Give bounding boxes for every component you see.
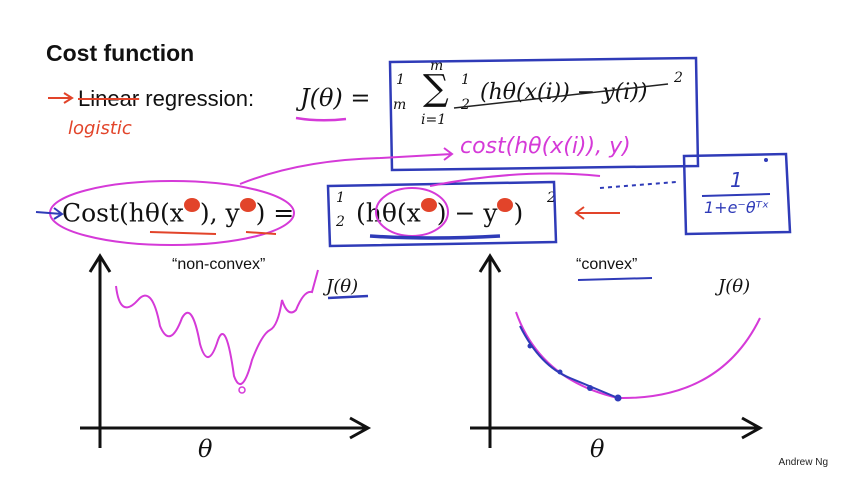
right-plot-ylabel: J(θ) [718,276,751,297]
cost-rhs-exponent: 2 [547,190,556,206]
blue-box-top [388,56,700,172]
half-fraction-numerator: 1 [461,72,470,88]
rhs-half-numerator: 1 [336,190,345,206]
red-left-arrow [574,206,620,220]
red-bullet-arrow [48,92,74,104]
jtheta-underline-left [327,294,369,300]
regression-heading: Linear regression: [78,86,254,112]
slide-title: Cost function [46,40,195,66]
left-x-arrowhead [349,416,372,440]
cost-lhs-b: ), y [199,198,240,228]
magenta-arc-rhs [429,172,601,187]
j-theta-equals: J(θ) = [300,84,371,112]
right-x-arrowhead [741,416,764,440]
cost-lhs-oval [49,180,295,246]
redacted-superscript-1 [183,198,200,212]
non-convex-curve [115,269,319,386]
magenta-arrow-to-cost [239,147,454,185]
redacted-superscript-4 [497,198,514,212]
gradient-descent-path [519,325,619,399]
dash-to-sigmoid [599,181,677,189]
convex-label: “convex” [576,256,638,273]
handwritten-logistic: logistic [68,118,132,139]
j-underline [295,116,347,122]
redacted-superscript-3 [420,198,437,212]
rhs-blue-box [326,180,558,248]
sigmoid-bar [701,193,771,197]
convex-curve [515,311,761,400]
left-plot-xlabel: θ [198,435,213,463]
sigmoid-numerator: 1 [730,168,743,192]
right-plot-xlabel: θ [590,435,605,463]
gd-step-3 [587,385,593,391]
cost-rhs-a: (hθ(x [356,198,421,228]
cost-rhs-c: ) [513,198,524,228]
gd-step-1 [527,343,533,349]
left-y-arrowhead [88,253,112,273]
convex-underline [577,277,653,281]
one-over-m-denominator: m [393,97,407,113]
blue-left-arrow [35,207,64,220]
half-fraction-denominator: 2 [461,97,470,113]
h-circle [375,187,449,237]
gd-step-4 [614,394,622,402]
sum-lower-limit: i=1 [421,112,447,128]
red-underline-2 [245,231,277,235]
one-over-m-numerator: 1 [396,72,405,88]
author-credit: Andrew Ng [778,457,828,468]
cost-rhs: (hθ(x ) − y) [356,198,523,227]
sum-symbol: ∑ [423,68,449,109]
sigmoid-denominator: 1+e⁻θᵀˣ [704,198,769,217]
gd-step-2 [557,369,563,375]
handwritten-cost-term: cost(hθ(x(i)), y) [460,134,631,159]
strike-line [453,83,669,109]
rhs-underline [369,234,501,240]
linear-struck-word: Linear [78,86,140,111]
regression-word: regression: [139,86,255,111]
left-plot-ylabel: J(θ) [326,276,359,297]
non-convex-label: “non-convex” [172,256,266,273]
sigmoid-box [682,152,792,236]
non-convex-min-dot [238,386,246,394]
sigmoid-dot [764,158,768,162]
squared-exponent: 2 [674,70,683,86]
cost-rhs-b: ) − y [436,198,498,228]
rhs-half-denominator: 2 [336,214,345,230]
cost-lhs-a: Cost(hθ(x [62,198,184,228]
red-underline-1 [149,231,217,235]
squared-error-term: (hθ(x(i)) − y(i)) [480,80,648,105]
redacted-superscript-2 [239,198,256,212]
right-y-arrowhead [478,253,502,273]
